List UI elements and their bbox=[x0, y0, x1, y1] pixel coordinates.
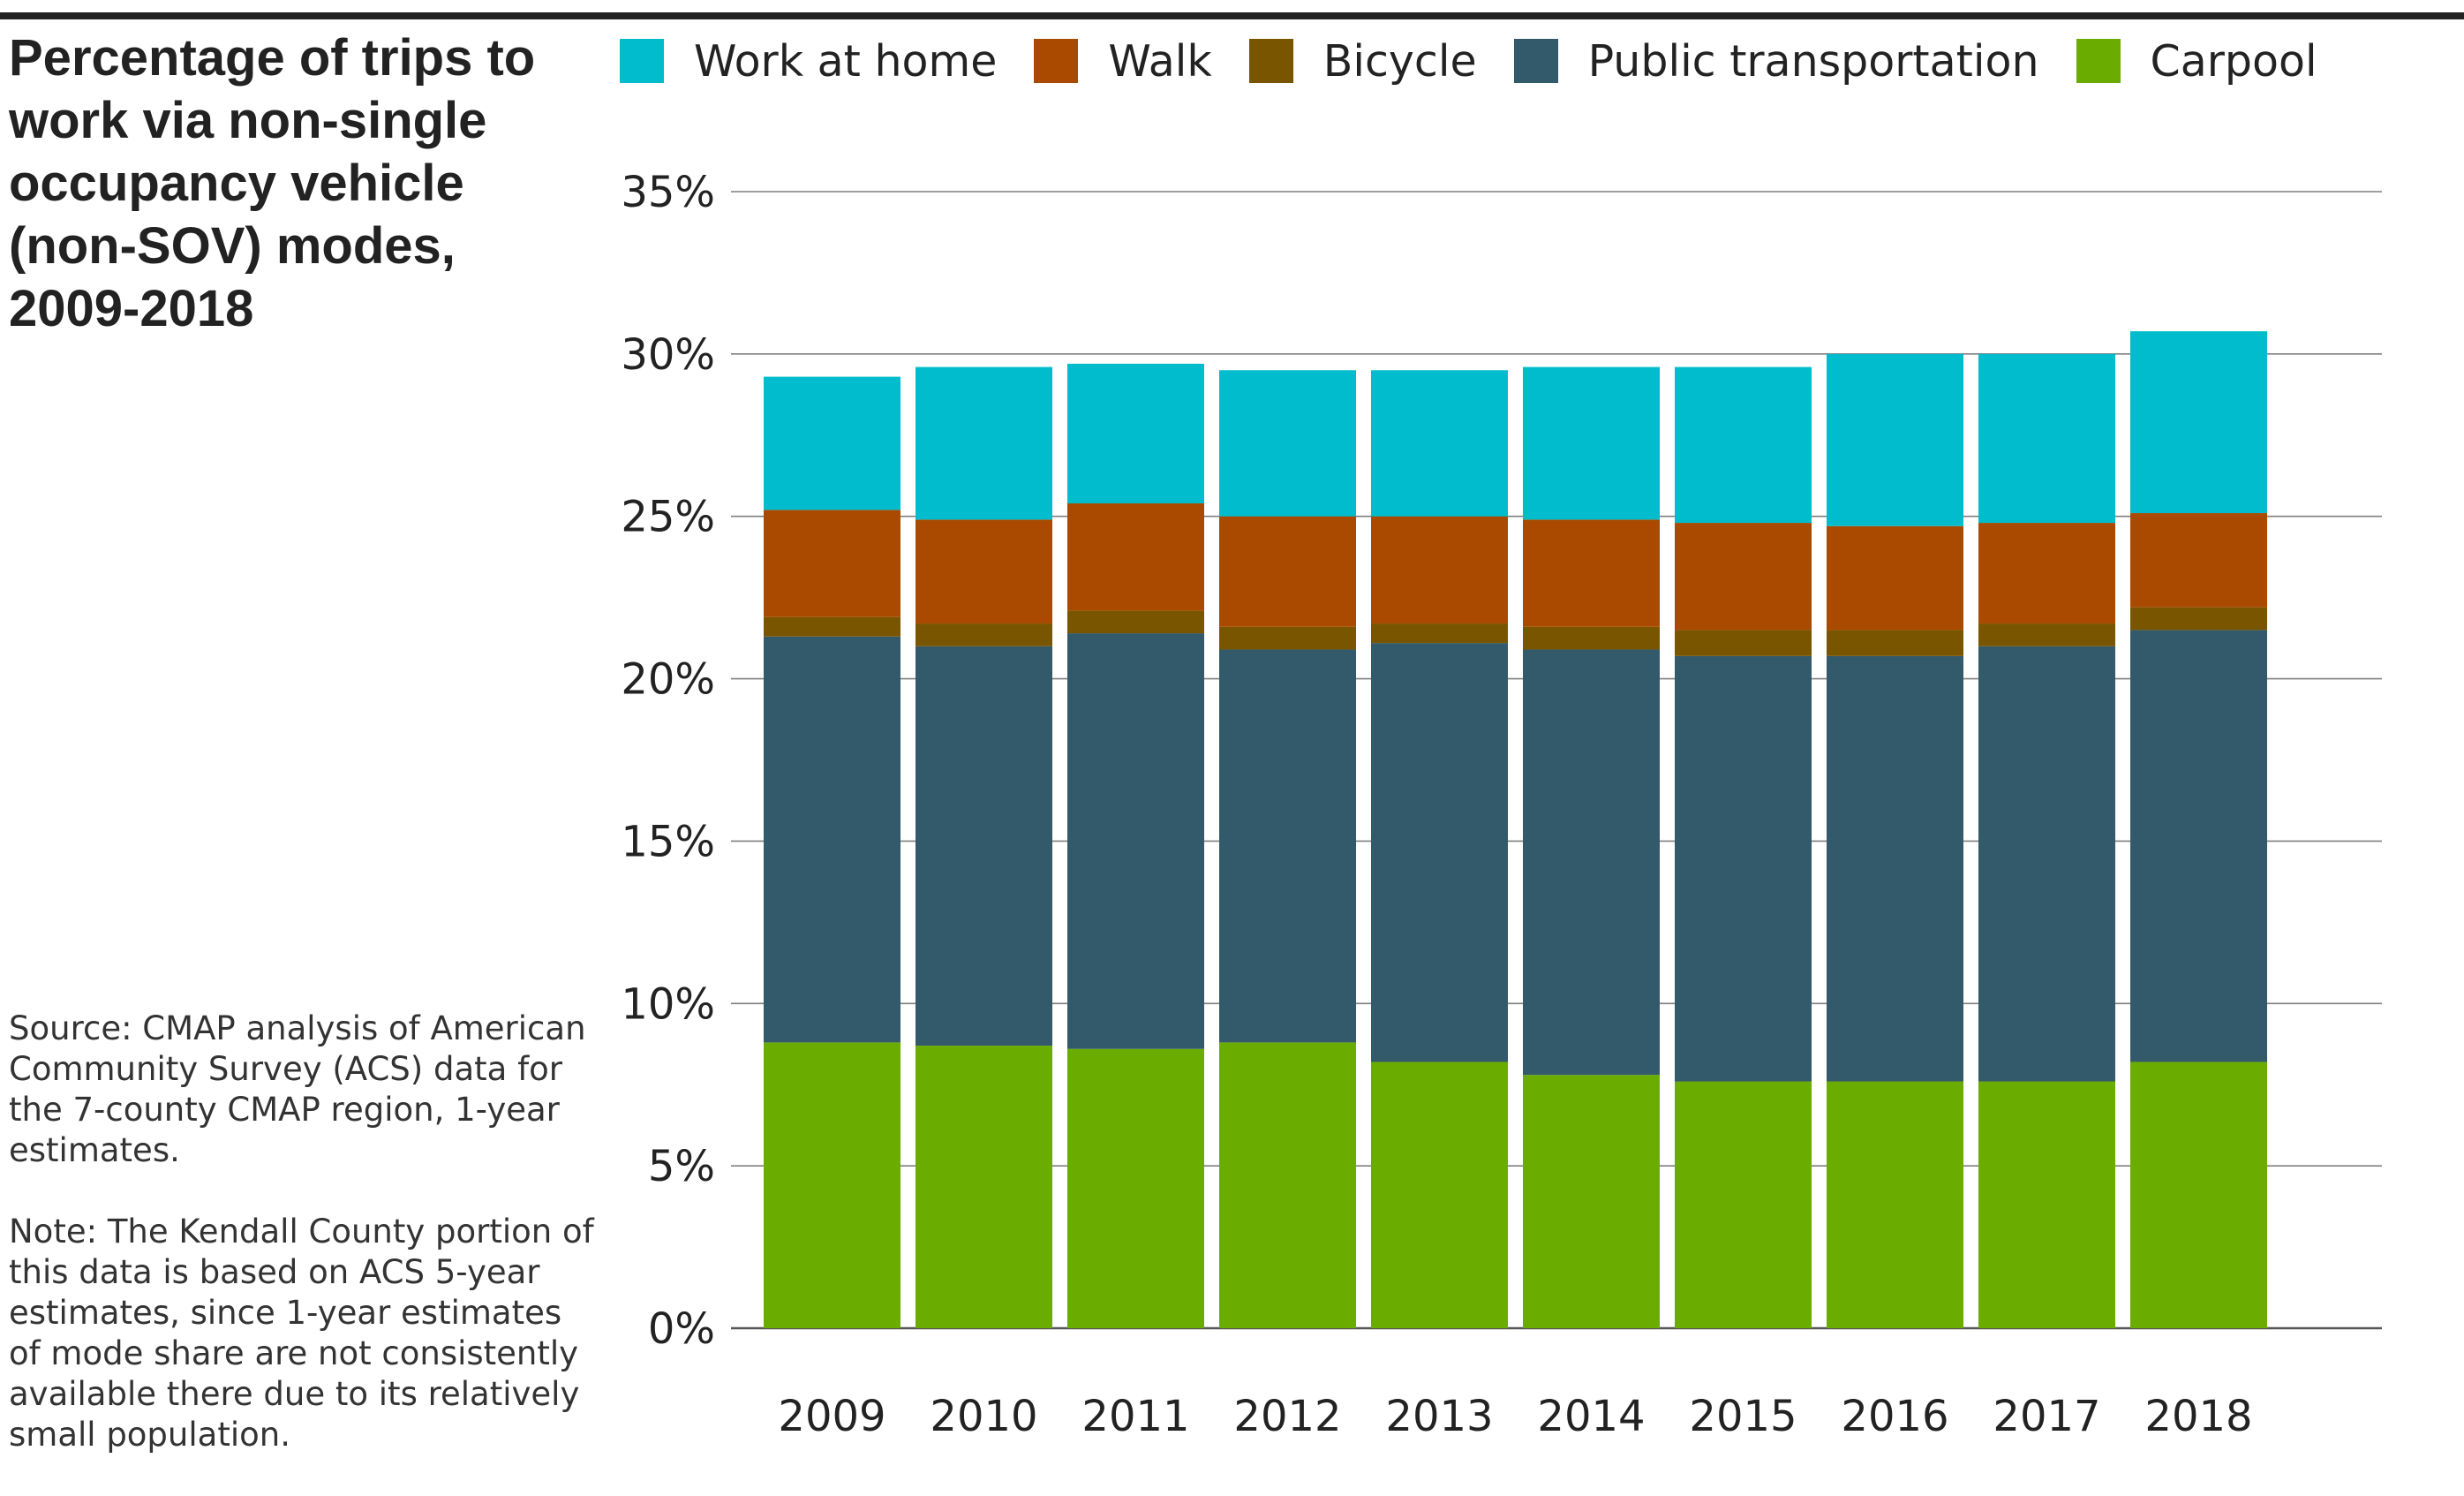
bar-work-at-home-2018 bbox=[2130, 331, 2267, 514]
x-tick-label: 2009 bbox=[778, 1392, 885, 1441]
bar-walk-2011 bbox=[1067, 503, 1204, 611]
bar-public-transportation-2010 bbox=[916, 646, 1052, 1046]
legend-swatch-walk bbox=[1034, 39, 1079, 83]
legend-item-work-at-home: Work at home bbox=[620, 36, 997, 87]
bar-work-at-home-2014 bbox=[1523, 366, 1660, 520]
bar-carpool-2013 bbox=[1371, 1062, 1508, 1328]
bar-carpool-2015 bbox=[1675, 1081, 1812, 1328]
bar-walk-2017 bbox=[1978, 523, 2115, 624]
chart-legend: Work at home Walk Bicycle Public transpo… bbox=[620, 34, 2355, 88]
bar-public-transportation-2012 bbox=[1219, 649, 1356, 1043]
legend-swatch-public-transportation bbox=[1513, 39, 1558, 83]
bar-carpool-2018 bbox=[2130, 1062, 2267, 1328]
bar-walk-2012 bbox=[1219, 516, 1356, 627]
x-tick-label: 2013 bbox=[1385, 1392, 1493, 1441]
x-tick-label: 2014 bbox=[1537, 1392, 1645, 1441]
x-tick-label: 2018 bbox=[2144, 1392, 2252, 1441]
bar-bicycle-2009 bbox=[764, 616, 900, 637]
bar-work-at-home-2017 bbox=[1978, 353, 2115, 524]
bar-walk-2016 bbox=[1827, 525, 1963, 631]
legend-swatch-bicycle bbox=[1248, 39, 1293, 83]
bar-carpool-2010 bbox=[916, 1046, 1052, 1328]
x-tick-label: 2016 bbox=[1841, 1392, 1948, 1441]
legend-item-carpool: Carpool bbox=[2076, 36, 2317, 87]
x-tick-label: 2012 bbox=[1233, 1392, 1341, 1441]
bar-walk-2018 bbox=[2130, 513, 2267, 608]
source-note: Source: CMAP analysis of American Commun… bbox=[9, 1009, 586, 1169]
y-tick-label: 25% bbox=[621, 493, 715, 542]
bar-public-transportation-2015 bbox=[1675, 655, 1812, 1082]
bar-work-at-home-2009 bbox=[764, 376, 900, 510]
x-tick-label: 2017 bbox=[1993, 1392, 2100, 1441]
bar-bicycle-2018 bbox=[2130, 607, 2267, 631]
y-tick-label: 0% bbox=[648, 1304, 715, 1354]
y-tick-label: 5% bbox=[648, 1142, 715, 1191]
bar-work-at-home-2013 bbox=[1371, 370, 1508, 517]
bar-public-transportation-2014 bbox=[1523, 649, 1660, 1076]
legend-label-public-transportation: Public transportation bbox=[1587, 35, 2039, 87]
side-notes: Source: CMAP analysis of American Commun… bbox=[9, 1009, 596, 1496]
bar-carpool-2016 bbox=[1827, 1081, 1963, 1328]
bar-carpool-2017 bbox=[1978, 1081, 2115, 1328]
bar-bicycle-2012 bbox=[1219, 626, 1356, 650]
legend-label-walk: Walk bbox=[1108, 35, 1212, 87]
bar-work-at-home-2015 bbox=[1675, 366, 1812, 524]
legend-label-work-at-home: Work at home bbox=[694, 35, 998, 87]
bar-public-transportation-2011 bbox=[1067, 633, 1204, 1049]
legend-swatch-work-at-home bbox=[620, 39, 664, 83]
bar-public-transportation-2017 bbox=[1978, 646, 2115, 1082]
bar-bicycle-2011 bbox=[1067, 610, 1204, 634]
bar-walk-2010 bbox=[916, 519, 1052, 624]
bars bbox=[764, 331, 2267, 1328]
bar-bicycle-2010 bbox=[916, 623, 1052, 646]
legend-label-carpool: Carpool bbox=[2150, 35, 2317, 87]
legend-swatch-carpool bbox=[2076, 39, 2121, 83]
bar-carpool-2012 bbox=[1219, 1042, 1356, 1328]
x-tick-label: 2011 bbox=[1081, 1392, 1189, 1441]
bar-public-transportation-2018 bbox=[2130, 630, 2267, 1062]
bar-bicycle-2014 bbox=[1523, 626, 1660, 650]
bar-walk-2015 bbox=[1675, 523, 1812, 631]
chart-title: Percentage of trips to work via non-sing… bbox=[9, 29, 536, 337]
bar-bicycle-2017 bbox=[1978, 623, 2115, 646]
legend-item-bicycle: Bicycle bbox=[1248, 35, 1477, 87]
bar-carpool-2014 bbox=[1523, 1075, 1660, 1328]
top-rule bbox=[0, 12, 2464, 19]
bar-carpool-2011 bbox=[1067, 1048, 1204, 1328]
bar-work-at-home-2011 bbox=[1067, 363, 1204, 504]
y-tick-label: 15% bbox=[621, 817, 715, 866]
bar-work-at-home-2010 bbox=[916, 366, 1052, 520]
legend-item-public-transportation: Public transportation bbox=[1513, 35, 2039, 87]
x-tick-label: 2010 bbox=[930, 1392, 1037, 1441]
bar-public-transportation-2016 bbox=[1827, 655, 1963, 1082]
bar-bicycle-2016 bbox=[1827, 630, 1963, 656]
y-axis-ticks: 0% 5% 10% 15% 20% 25% 30% 35% bbox=[621, 168, 715, 1354]
y-tick-label: 20% bbox=[621, 655, 715, 705]
x-tick-label: 2015 bbox=[1689, 1392, 1797, 1441]
legend-item-walk: Walk bbox=[1034, 35, 1212, 87]
x-axis-ticks: 2009 2010 2011 2012 2013 2014 2015 2016 2017 2018 bbox=[778, 1392, 2252, 1441]
bar-carpool-2009 bbox=[764, 1042, 900, 1328]
bar-work-at-home-2012 bbox=[1219, 370, 1356, 517]
bar-walk-2009 bbox=[764, 510, 900, 617]
bar-bicycle-2013 bbox=[1371, 623, 1508, 644]
y-tick-label: 35% bbox=[621, 168, 715, 217]
kendall-note: Note: The Kendall County portion of this… bbox=[9, 1213, 594, 1454]
y-tick-label: 30% bbox=[621, 330, 715, 380]
bar-walk-2014 bbox=[1523, 519, 1660, 627]
bar-public-transportation-2009 bbox=[764, 636, 900, 1043]
bar-work-at-home-2016 bbox=[1827, 353, 1963, 526]
bar-bicycle-2015 bbox=[1675, 630, 1812, 656]
y-tick-label: 10% bbox=[621, 979, 715, 1029]
bar-public-transportation-2013 bbox=[1371, 643, 1508, 1062]
bar-walk-2013 bbox=[1371, 516, 1508, 624]
legend-label-bicycle: Bicycle bbox=[1322, 35, 1477, 87]
